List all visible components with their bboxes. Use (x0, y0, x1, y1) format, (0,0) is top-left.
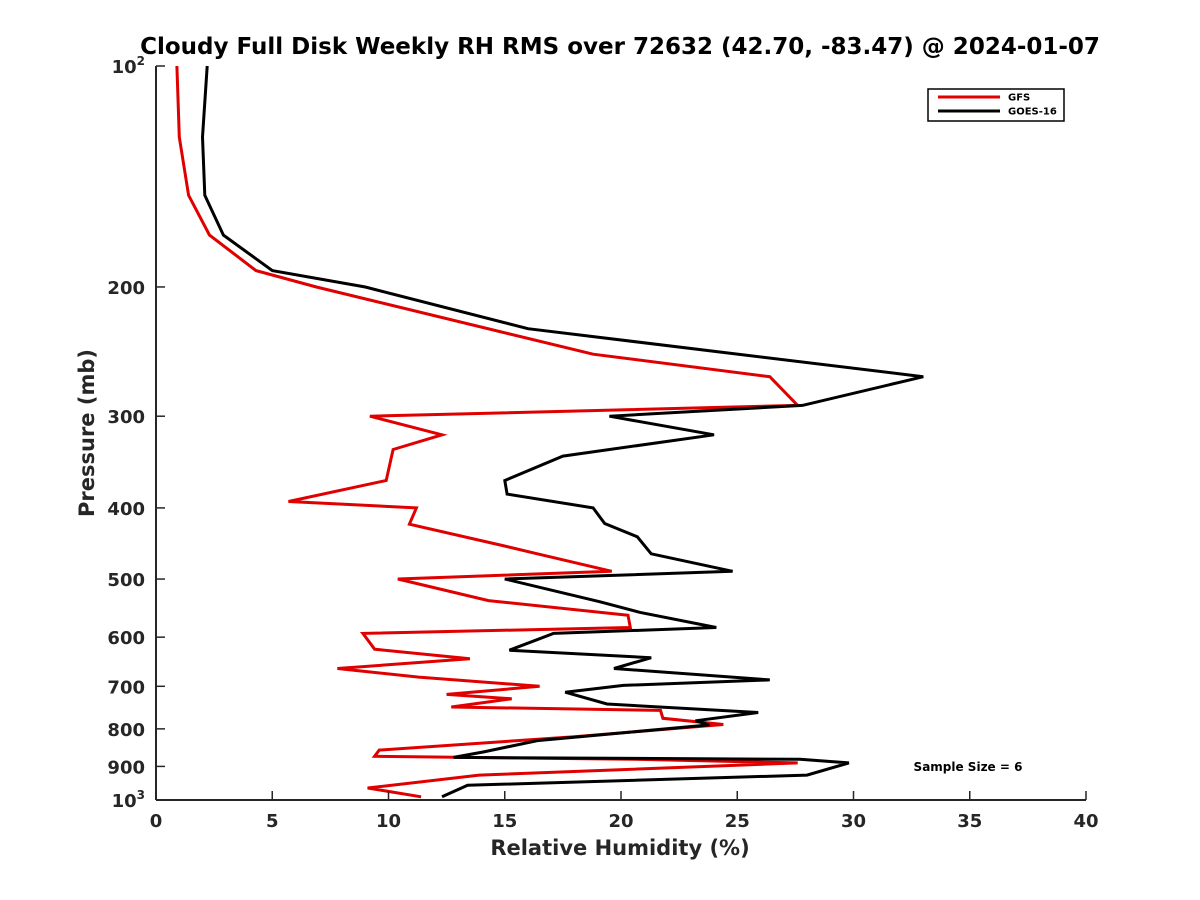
y-tick-label: 102 (112, 54, 145, 78)
legend-label: GFS (1008, 93, 1030, 104)
y-tick-label: 103 (112, 788, 145, 812)
series-line-gfs (175, 65, 802, 799)
x-tick-label: 40 (1073, 811, 1098, 832)
x-tick-label: 35 (957, 811, 982, 832)
x-tick-label: 15 (492, 811, 517, 832)
legend-box (927, 88, 1065, 122)
legend-label: GOES-16 (1008, 107, 1057, 118)
x-axis-ticks: 0 5 10 15 20 25 30 35 40 (150, 791, 1099, 832)
y-tick-label: 800 (107, 720, 145, 741)
y-axis-label: Pressure (mb) (75, 349, 99, 517)
series-line-goes-16 (200, 65, 924, 799)
y-axis-ticks: 102 200 300 400 500 600 700 800 900 103 (107, 54, 165, 812)
x-tick-label: 0 (150, 811, 163, 832)
x-tick-label: 10 (376, 811, 401, 832)
sample-size-annotation: Sample Size = 6 (914, 760, 1023, 774)
chart-title: Cloudy Full Disk Weekly RH RMS over 7263… (140, 34, 1100, 60)
y-tick-label: 700 (107, 677, 145, 698)
y-tick-label: 400 (107, 499, 145, 520)
legend: GFS GOES-16 (927, 88, 1065, 122)
x-tick-label: 30 (841, 811, 866, 832)
x-tick-label: 5 (266, 811, 279, 832)
plot-area (155, 65, 1086, 801)
x-axis-label: Relative Humidity (%) (490, 836, 749, 860)
y-tick-label: 300 (107, 407, 145, 428)
x-tick-label: 20 (608, 811, 633, 832)
y-tick-label: 600 (107, 628, 145, 649)
y-tick-label: 500 (107, 570, 145, 591)
y-tick-label: 200 (107, 278, 145, 299)
x-tick-label: 25 (725, 811, 750, 832)
y-tick-label: 900 (107, 757, 145, 778)
